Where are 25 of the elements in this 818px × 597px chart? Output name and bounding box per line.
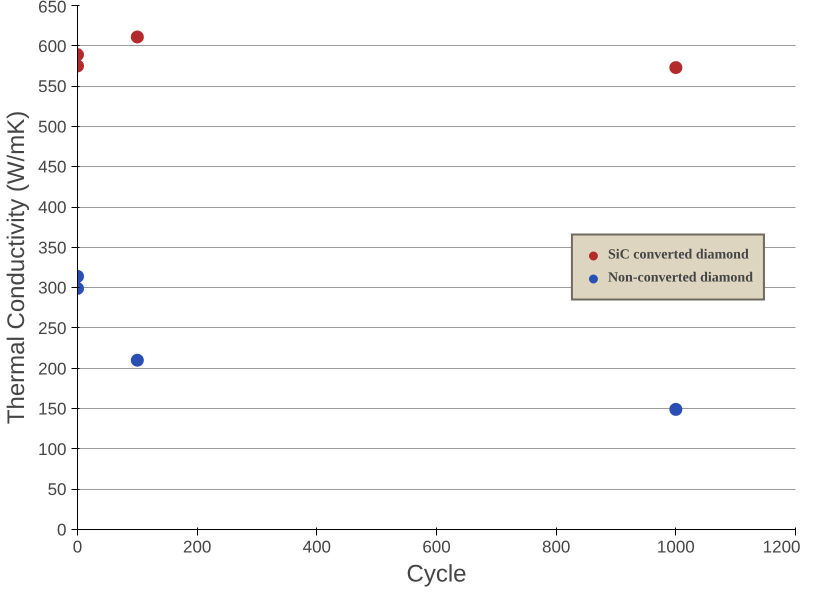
x-tick-label: 1200	[762, 538, 801, 556]
x-tick-label: 600	[422, 538, 451, 556]
x-tick-label: 400	[302, 538, 332, 556]
y-tick-label: 150	[38, 400, 67, 419]
legend-label: SiC converted diamond	[608, 248, 749, 264]
x-axis-title: Cycle	[406, 560, 467, 588]
y-tick-label: 400	[38, 198, 67, 218]
y-tick-label: 300	[38, 278, 67, 298]
y-tick-label: 200	[38, 359, 67, 378]
y-tick-label: 500	[38, 117, 67, 136]
y-tick-label: 100	[38, 440, 67, 459]
y-tick-label: 550	[38, 77, 67, 96]
x-tick-label: 1000	[656, 538, 695, 556]
legend-label: Non-converted diamond	[608, 270, 753, 286]
y-tick-label: 0	[57, 520, 67, 540]
x-tick-label: 200	[182, 538, 212, 556]
y-tick-label: 350	[38, 238, 67, 258]
y-axis-title: Thermal Conductivity (W/mK)	[3, 110, 30, 424]
y-tick-label: 650	[38, 0, 67, 16]
y-tick-label: 450	[38, 158, 67, 177]
y-tick-label: 600	[38, 36, 67, 56]
x-tick-label: 800	[542, 538, 570, 556]
y-tick-label: 50	[48, 480, 67, 500]
x-tick-label: 0	[72, 538, 82, 556]
y-tick-label: 250	[38, 318, 67, 338]
